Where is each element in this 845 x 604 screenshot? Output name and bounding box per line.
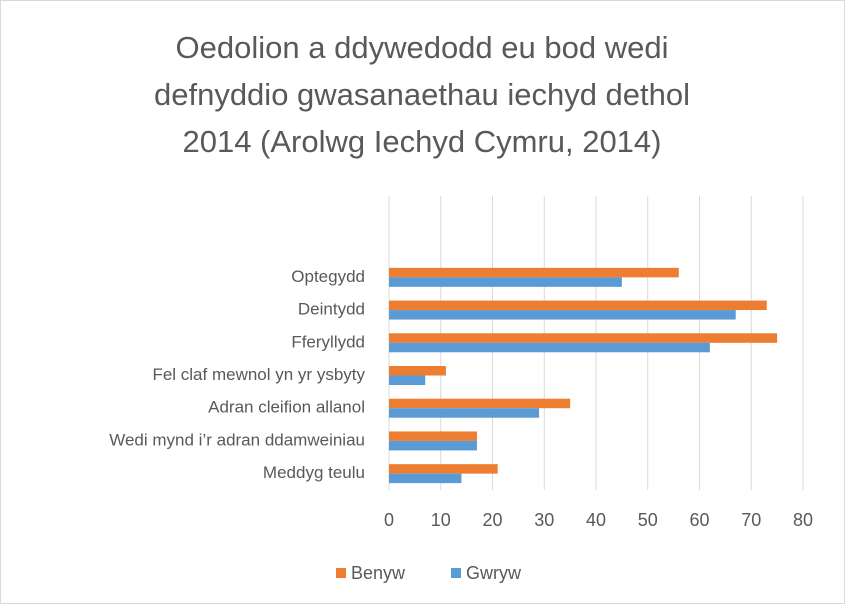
x-tick-label: 0 (384, 510, 394, 530)
x-tick-label: 50 (638, 510, 658, 530)
legend-label: Gwryw (466, 563, 522, 583)
bar (389, 464, 498, 474)
bar (389, 342, 710, 353)
x-tick-label: 60 (689, 510, 709, 530)
bar (389, 333, 778, 343)
x-tick-label: 20 (482, 510, 502, 530)
bar (389, 473, 462, 484)
bar (389, 310, 736, 320)
x-tick-label: 10 (431, 510, 451, 530)
bar (389, 267, 679, 278)
x-tick-label: 80 (793, 510, 813, 530)
y-tick-label: Meddyg teulu (263, 463, 365, 482)
y-tick-label: Adran cleifion allanol (208, 398, 365, 417)
legend-swatch (336, 568, 346, 578)
x-tick-label: 70 (741, 510, 761, 530)
y-tick-label: Optegydd (291, 267, 365, 286)
y-tick-label: Deintydd (298, 300, 365, 319)
y-tick-label: Fel claf mewnol yn yr ysbyty (152, 365, 365, 384)
bar (389, 300, 767, 311)
bar (389, 398, 571, 409)
chart-title: defnyddio gwasanaethau iechyd dethol (154, 77, 690, 112)
bar (389, 375, 426, 385)
legend-label: Benyw (351, 563, 406, 583)
x-tick-label: 40 (586, 510, 606, 530)
legend-swatch (451, 568, 461, 578)
bar (389, 408, 540, 418)
bar (389, 431, 477, 441)
y-tick-label: Fferyllydd (291, 332, 365, 351)
bar (389, 366, 446, 376)
chart-title: 2014 (Arolwg Iechyd Cymru, 2014) (182, 124, 661, 159)
bar (389, 277, 622, 287)
x-tick-label: 30 (534, 510, 554, 530)
bar (389, 440, 477, 451)
y-tick-label: Wedi mynd i’r adran ddamweiniau (109, 430, 365, 449)
chart-title: Oedolion a ddywedodd eu bod wedi (176, 30, 669, 65)
